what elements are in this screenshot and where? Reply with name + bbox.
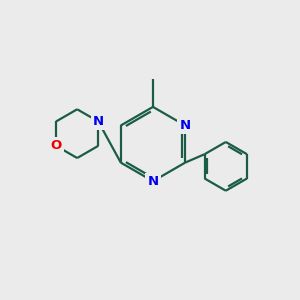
Text: N: N xyxy=(147,175,158,188)
Text: O: O xyxy=(50,139,62,152)
Text: N: N xyxy=(180,119,191,132)
Text: N: N xyxy=(93,115,104,128)
